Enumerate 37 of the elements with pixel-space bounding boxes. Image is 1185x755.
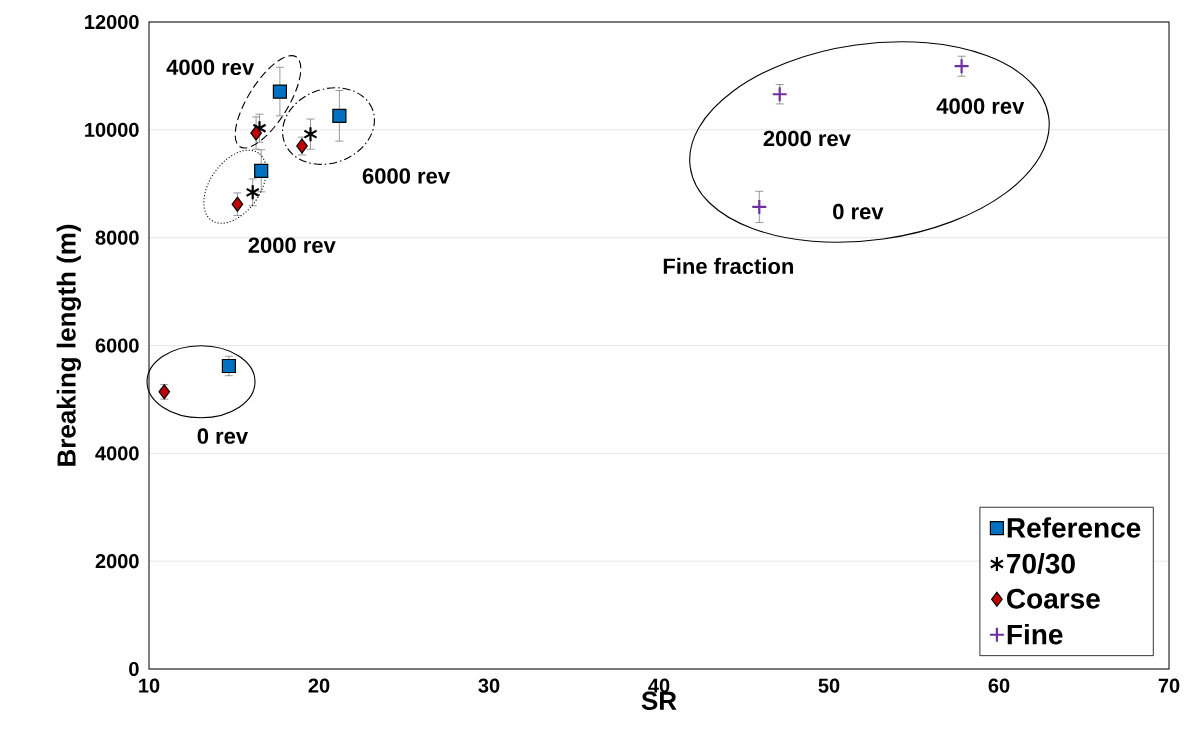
point: [751, 198, 768, 216]
annotation: 2000 rev: [248, 237, 336, 253]
x-tick-label: 30: [478, 678, 500, 693]
annotation: 0 rev: [833, 203, 884, 220]
x-axis-title: SR: [641, 691, 677, 710]
x-tick-label: 10: [139, 678, 160, 693]
y-tick-label: 4000: [95, 446, 139, 461]
point: [254, 163, 269, 178]
x-tick-label: 50: [818, 678, 840, 693]
annotation: 0 rev: [197, 428, 249, 444]
y-axis-title: Breaking length (m): [56, 224, 81, 466]
annotation: 6000 rev: [362, 168, 450, 184]
y-tick-label: 2000: [95, 554, 139, 569]
point: [771, 86, 788, 103]
x-tick-label: 20: [308, 678, 330, 693]
y-tick-label: 0: [129, 661, 139, 677]
point: [332, 108, 347, 123]
x-tick-label: 60: [988, 678, 1010, 693]
annotation: 2000 rev: [763, 130, 851, 147]
legend-label: 70/30: [1007, 553, 1075, 574]
x-tick-label: 40: [648, 678, 670, 693]
y-tick-label: 10000: [85, 122, 139, 137]
point: [245, 184, 260, 201]
annotation: 4000 rev: [166, 59, 255, 76]
y-tick-label: 8000: [95, 230, 139, 245]
y-tick-label: 6000: [95, 338, 139, 353]
y-tick-label: 12000: [85, 14, 139, 30]
annotation: Fine fraction: [663, 257, 793, 274]
point: [231, 196, 244, 212]
legend-label: Fine: [1007, 623, 1063, 645]
point: [272, 84, 287, 99]
point: [953, 58, 970, 75]
legend-label: Reference: [1007, 517, 1141, 538]
point: [303, 126, 318, 143]
legend-label: Coarse: [1007, 588, 1100, 609]
annotation: 4000 rev: [936, 98, 1025, 114]
x-tick-label: 70: [1158, 678, 1180, 693]
